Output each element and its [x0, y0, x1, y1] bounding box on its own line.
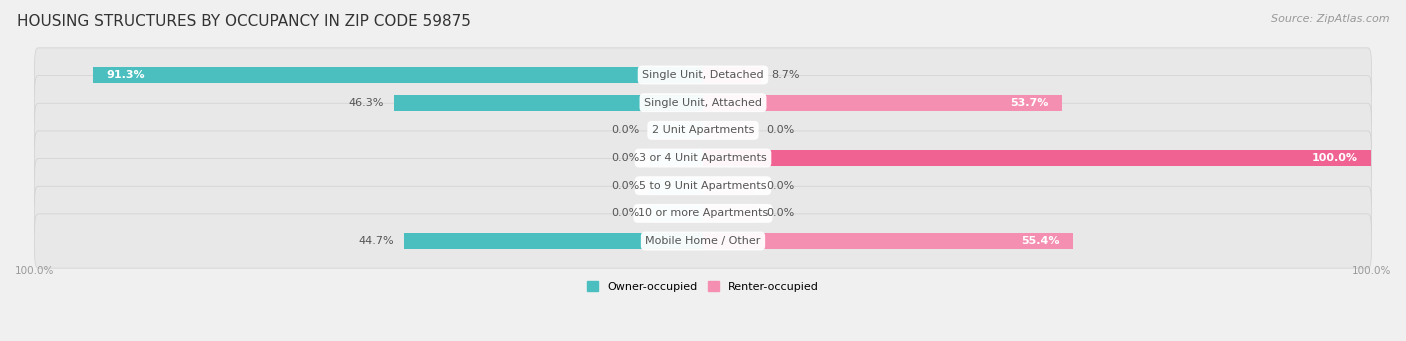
Text: 2 Unit Apartments: 2 Unit Apartments — [652, 125, 754, 135]
Bar — [405, 233, 703, 249]
Bar — [394, 95, 703, 111]
Bar — [703, 205, 756, 221]
Text: HOUSING STRUCTURES BY OCCUPANCY IN ZIP CODE 59875: HOUSING STRUCTURES BY OCCUPANCY IN ZIP C… — [17, 14, 471, 29]
Text: 100.0%: 100.0% — [1312, 153, 1358, 163]
Text: 0.0%: 0.0% — [766, 208, 794, 218]
Bar — [703, 233, 1073, 249]
Text: 55.4%: 55.4% — [1021, 236, 1060, 246]
Bar — [703, 178, 756, 194]
Text: 3 or 4 Unit Apartments: 3 or 4 Unit Apartments — [640, 153, 766, 163]
FancyBboxPatch shape — [35, 76, 1371, 130]
Text: 0.0%: 0.0% — [766, 181, 794, 191]
Text: 0.0%: 0.0% — [612, 208, 640, 218]
Bar — [93, 67, 703, 83]
Text: 53.7%: 53.7% — [1010, 98, 1049, 108]
Text: 91.3%: 91.3% — [107, 70, 145, 80]
Text: Mobile Home / Other: Mobile Home / Other — [645, 236, 761, 246]
Text: 0.0%: 0.0% — [612, 153, 640, 163]
Text: Source: ZipAtlas.com: Source: ZipAtlas.com — [1271, 14, 1389, 24]
Bar — [703, 150, 1371, 166]
Text: 8.7%: 8.7% — [770, 70, 800, 80]
Text: 46.3%: 46.3% — [349, 98, 384, 108]
Bar — [650, 150, 703, 166]
FancyBboxPatch shape — [35, 48, 1371, 102]
Bar — [650, 122, 703, 138]
Text: Single Unit, Detached: Single Unit, Detached — [643, 70, 763, 80]
Text: 10 or more Apartments: 10 or more Apartments — [638, 208, 768, 218]
Bar — [703, 67, 761, 83]
FancyBboxPatch shape — [35, 214, 1371, 268]
Bar — [650, 178, 703, 194]
Text: Single Unit, Attached: Single Unit, Attached — [644, 98, 762, 108]
Text: 5 to 9 Unit Apartments: 5 to 9 Unit Apartments — [640, 181, 766, 191]
Text: 0.0%: 0.0% — [612, 125, 640, 135]
FancyBboxPatch shape — [35, 186, 1371, 240]
Text: 0.0%: 0.0% — [612, 181, 640, 191]
Text: 44.7%: 44.7% — [359, 236, 394, 246]
FancyBboxPatch shape — [35, 131, 1371, 185]
Bar — [650, 205, 703, 221]
Bar — [703, 95, 1062, 111]
Text: 0.0%: 0.0% — [766, 125, 794, 135]
Legend: Owner-occupied, Renter-occupied: Owner-occupied, Renter-occupied — [586, 281, 820, 292]
FancyBboxPatch shape — [35, 103, 1371, 158]
FancyBboxPatch shape — [35, 159, 1371, 213]
Bar — [703, 122, 756, 138]
